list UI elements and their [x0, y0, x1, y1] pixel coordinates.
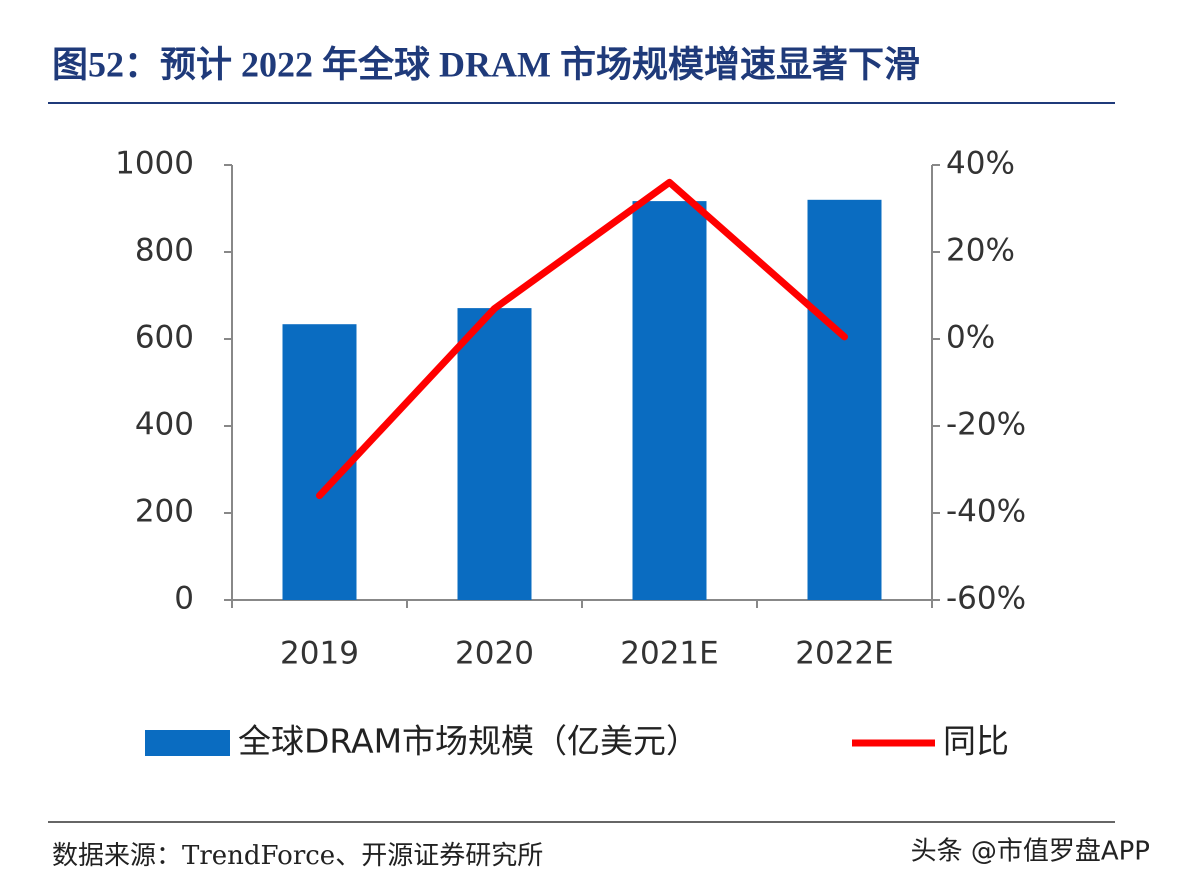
- y2-tick-label: -60%: [946, 581, 1026, 617]
- y2-tick-label: 40%: [946, 146, 1015, 182]
- y2-tick-label: -40%: [946, 494, 1026, 530]
- y2-tick-label: 0%: [946, 320, 995, 356]
- y-tick-label: 600: [135, 320, 194, 356]
- legend-label: 全球DRAM市场规模（亿美元）: [238, 722, 699, 761]
- y2-tick-label: -20%: [946, 407, 1026, 443]
- chart-title: 图52：预计 2022 年全球 DRAM 市场规模增速显著下滑: [52, 43, 920, 84]
- x-tick-label: 2019: [280, 636, 359, 672]
- watermark: 头条 @市值罗盘APP: [911, 837, 1150, 867]
- y-tick-label: 0: [174, 581, 194, 617]
- y2-tick-label: 20%: [946, 233, 1015, 269]
- y-tick-label: 400: [135, 407, 194, 443]
- bar: [457, 308, 532, 600]
- x-tick-label: 2022E: [795, 636, 893, 672]
- source: 数据来源：TrendForce、开源证券研究所: [52, 841, 543, 871]
- legend-swatch: [145, 730, 230, 756]
- x-tick-label: 2020: [455, 636, 534, 672]
- line: [316, 178, 848, 500]
- bar: [807, 199, 882, 601]
- y-tick-label: 200: [135, 494, 194, 530]
- y-tick-label: 800: [135, 233, 194, 269]
- bar: [282, 324, 357, 600]
- bar: [632, 201, 707, 601]
- y-tick-label: 1000: [115, 146, 194, 182]
- x-tick-label: 2021E: [620, 636, 718, 672]
- legend-label: 同比: [943, 722, 1009, 761]
